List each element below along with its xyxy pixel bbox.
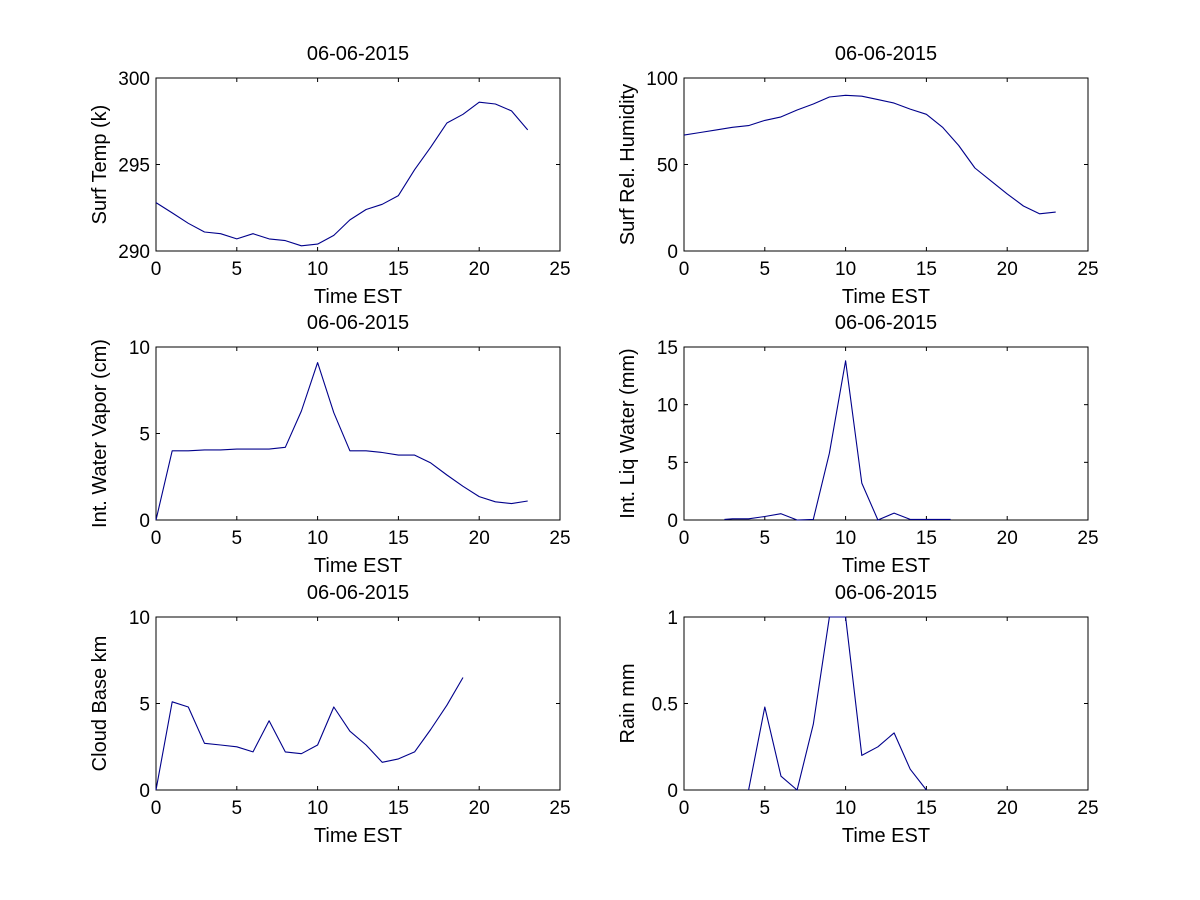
subplot-surf-rel-humidity: 0 5 10 15 20 25 0 50 100 06-06-2015 Time EST Surf R… — [617, 43, 1099, 308]
x-tick-label: 5 — [232, 259, 243, 280]
series-line-cloud-base — [155, 677, 464, 791]
y-tick-label: 100 — [646, 69, 678, 90]
y-tick-label: 50 — [657, 156, 678, 177]
chart-title: 06-06-2015 — [307, 43, 409, 65]
x-tick-label: 25 — [1077, 798, 1098, 819]
x-tick-label: 5 — [760, 528, 771, 549]
x-tick-label: 0 — [151, 798, 162, 819]
axes-frame — [683, 77, 1089, 252]
y-tick-label: 10 — [129, 608, 150, 629]
x-tick-label: 20 — [997, 528, 1018, 549]
chart-title: 06-06-2015 — [835, 312, 937, 334]
y-axis-label: Cloud Base km — [89, 636, 111, 772]
y-axis-label: Rain mm — [617, 663, 639, 743]
x-tick-label: 0 — [679, 528, 690, 549]
y-tick-label: 0 — [667, 511, 678, 532]
y-tick-label: 300 — [118, 69, 150, 90]
y-axis-label: Surf Rel. Humidity — [617, 84, 639, 245]
x-axis-label: Time EST — [842, 555, 930, 577]
x-tick-label: 0 — [151, 528, 162, 549]
chart-title: 06-06-2015 — [307, 312, 409, 334]
y-tick-label: 5 — [139, 695, 150, 716]
x-tick-label: 20 — [469, 798, 490, 819]
y-axis-label: Int. Liq Water (mm) — [617, 348, 639, 518]
subplot-cloud-base: 0 5 10 15 20 25 0 5 10 06-06-2015 Time EST Cloud Ba… — [89, 582, 571, 847]
series-line-surf-rel-humidity — [683, 94, 1056, 215]
chart-title: 06-06-2015 — [835, 43, 937, 65]
x-tick-label: 20 — [469, 259, 490, 280]
x-axis-label: Time EST — [842, 825, 930, 847]
x-tick-label: 20 — [469, 528, 490, 549]
x-tick-label: 10 — [307, 259, 328, 280]
subplot-surf-temp: 0 5 10 15 20 25 290 295 300 06-06-2015 Time EST Sur… — [89, 43, 571, 308]
x-tick-label: 15 — [388, 528, 409, 549]
x-tick-label: 10 — [835, 528, 856, 549]
y-tick-label: 5 — [667, 453, 678, 474]
axes-frame — [155, 346, 561, 521]
chart-title: 06-06-2015 — [835, 582, 937, 604]
axes-frame — [155, 616, 561, 791]
x-tick-label: 10 — [835, 798, 856, 819]
y-tick-label: 0 — [667, 781, 678, 802]
series-line-int-water-vapor — [155, 362, 528, 521]
x-axis-label: Time EST — [314, 825, 402, 847]
chart-title: 06-06-2015 — [307, 582, 409, 604]
series-line-rain — [748, 616, 927, 791]
x-tick-label: 20 — [997, 259, 1018, 280]
y-tick-label: 10 — [129, 338, 150, 359]
subplot-int-water-vapor: 0 5 10 15 20 25 0 5 10 06-06-2015 Time EST Int. Wat… — [89, 312, 571, 577]
axes-frame — [683, 346, 1089, 521]
x-tick-label: 25 — [1077, 528, 1098, 549]
x-tick-label: 5 — [232, 528, 243, 549]
y-tick-label: 15 — [657, 338, 678, 359]
y-tick-label: 10 — [657, 396, 678, 417]
x-tick-label: 0 — [679, 259, 690, 280]
x-axis-label: Time EST — [314, 286, 402, 308]
x-tick-label: 25 — [549, 528, 570, 549]
x-tick-label: 15 — [916, 798, 937, 819]
x-tick-label: 20 — [997, 798, 1018, 819]
x-tick-label: 25 — [1077, 259, 1098, 280]
x-tick-label: 10 — [835, 259, 856, 280]
y-axis-label: Surf Temp (k) — [89, 105, 111, 225]
x-tick-label: 5 — [760, 259, 771, 280]
x-axis-label: Time EST — [842, 286, 930, 308]
y-axis-label: Int. Water Vapor (cm) — [89, 339, 111, 528]
y-tick-label: 0.5 — [652, 695, 678, 716]
x-tick-label: 15 — [388, 798, 409, 819]
x-tick-label: 5 — [760, 798, 771, 819]
y-tick-label: 290 — [118, 242, 150, 263]
axes-frame — [683, 616, 1089, 791]
y-tick-label: 0 — [667, 242, 678, 263]
subplot-rain: 0 5 10 15 20 25 0 0.5 1 06-06-2015 Time EST Rain mm — [617, 582, 1099, 847]
x-tick-label: 0 — [679, 798, 690, 819]
series-line-int-liq-water — [724, 360, 951, 521]
x-tick-label: 10 — [307, 798, 328, 819]
y-tick-label: 0 — [139, 511, 150, 532]
subplot-int-liq-water: 0 5 10 15 20 25 0 5 10 15 06-06-2015 Time EST Int. L… — [617, 312, 1099, 577]
x-tick-label: 0 — [151, 259, 162, 280]
axes-frame — [155, 77, 561, 252]
x-tick-label: 15 — [916, 528, 937, 549]
x-tick-label: 15 — [388, 259, 409, 280]
x-tick-label: 5 — [232, 798, 243, 819]
y-tick-label: 1 — [667, 608, 678, 629]
x-tick-label: 15 — [916, 259, 937, 280]
x-tick-label: 10 — [307, 528, 328, 549]
x-axis-label: Time EST — [314, 555, 402, 577]
x-tick-label: 25 — [549, 798, 570, 819]
y-tick-label: 5 — [139, 425, 150, 446]
x-tick-label: 25 — [549, 259, 570, 280]
y-tick-label: 0 — [139, 781, 150, 802]
y-tick-label: 295 — [118, 156, 150, 177]
series-line-surf-temp — [155, 101, 529, 247]
